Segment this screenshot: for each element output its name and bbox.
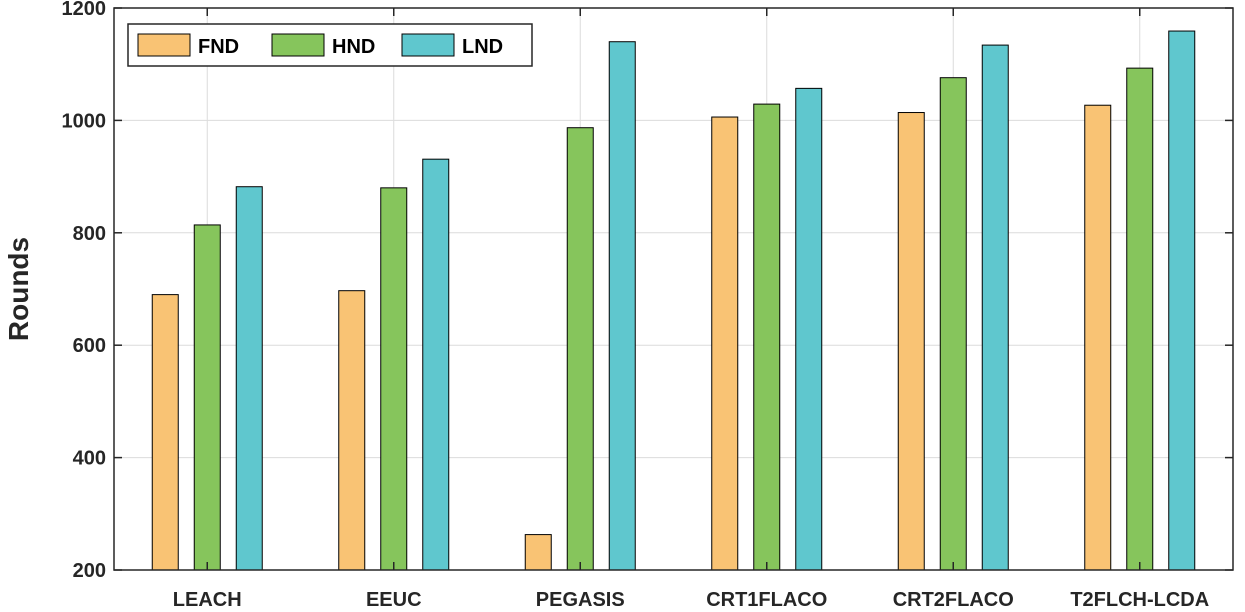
bar-fnd-crt2flaco [897, 112, 925, 571]
legend-label-fnd: FND [198, 36, 239, 58]
bar-fnd-eeuc [338, 290, 366, 571]
bar-lnd-eeuc [422, 158, 450, 571]
bar-hnd-t2flch-lcda [1126, 67, 1154, 571]
x-tick-label: EEUC [366, 589, 422, 611]
bars [151, 30, 1196, 571]
y-tick-label: 400 [73, 448, 106, 470]
x-tick-label: CRT1FLACO [706, 589, 827, 611]
legend-swatch-hnd [271, 33, 325, 57]
legend-box [127, 23, 533, 67]
y-tick-labels: 200 400 600 800 1000 1200 [62, 0, 1233, 582]
y-tick-label: 200 [73, 560, 106, 582]
bar-lnd-leach [235, 186, 263, 571]
bar-hnd-crt1flaco [753, 103, 781, 571]
x-tick-label: CRT2FLACO [893, 589, 1014, 611]
y-tick-label: 800 [73, 223, 106, 245]
y-tick-label: 600 [73, 335, 106, 357]
plot-frame [113, 7, 1234, 571]
y-tick-label: 1200 [62, 0, 107, 20]
legend-swatch-fnd [137, 33, 191, 57]
bar-lnd-t2flch-lcda [1168, 30, 1196, 571]
bar-fnd-leach [151, 294, 179, 571]
bar-lnd-crt2flaco [981, 44, 1009, 571]
legend-label-hnd: HND [332, 36, 375, 58]
bar-fnd-t2flch-lcda [1084, 104, 1112, 571]
legend-label-lnd: LND [462, 36, 503, 58]
legend-swatch-lnd [401, 33, 455, 57]
bar-hnd-crt2flaco [939, 77, 967, 571]
bar-fnd-pegasis [524, 534, 552, 571]
x-tick-label: LEACH [173, 589, 242, 611]
bar-lnd-crt1flaco [795, 87, 823, 571]
x-tick-label: T2FLCH-LCDA [1070, 589, 1209, 611]
legend: FND HND LND [127, 23, 533, 67]
y-tick-label: 1000 [62, 110, 107, 132]
bar-hnd-eeuc [380, 187, 408, 571]
x-tick-labels: LEACH EEUC PEGASIS CRT1FLACO CRT2FLACO T2FLCH… [173, 8, 1209, 611]
bar-hnd-pegasis [566, 127, 594, 571]
x-tick-label: PEGASIS [536, 589, 625, 611]
bar-hnd-leach [193, 224, 221, 571]
bar-lnd-pegasis [608, 41, 636, 571]
grid-lines [114, 7, 1233, 571]
bar-fnd-crt1flaco [711, 116, 739, 571]
y-axis-label: Rounds [3, 237, 34, 341]
